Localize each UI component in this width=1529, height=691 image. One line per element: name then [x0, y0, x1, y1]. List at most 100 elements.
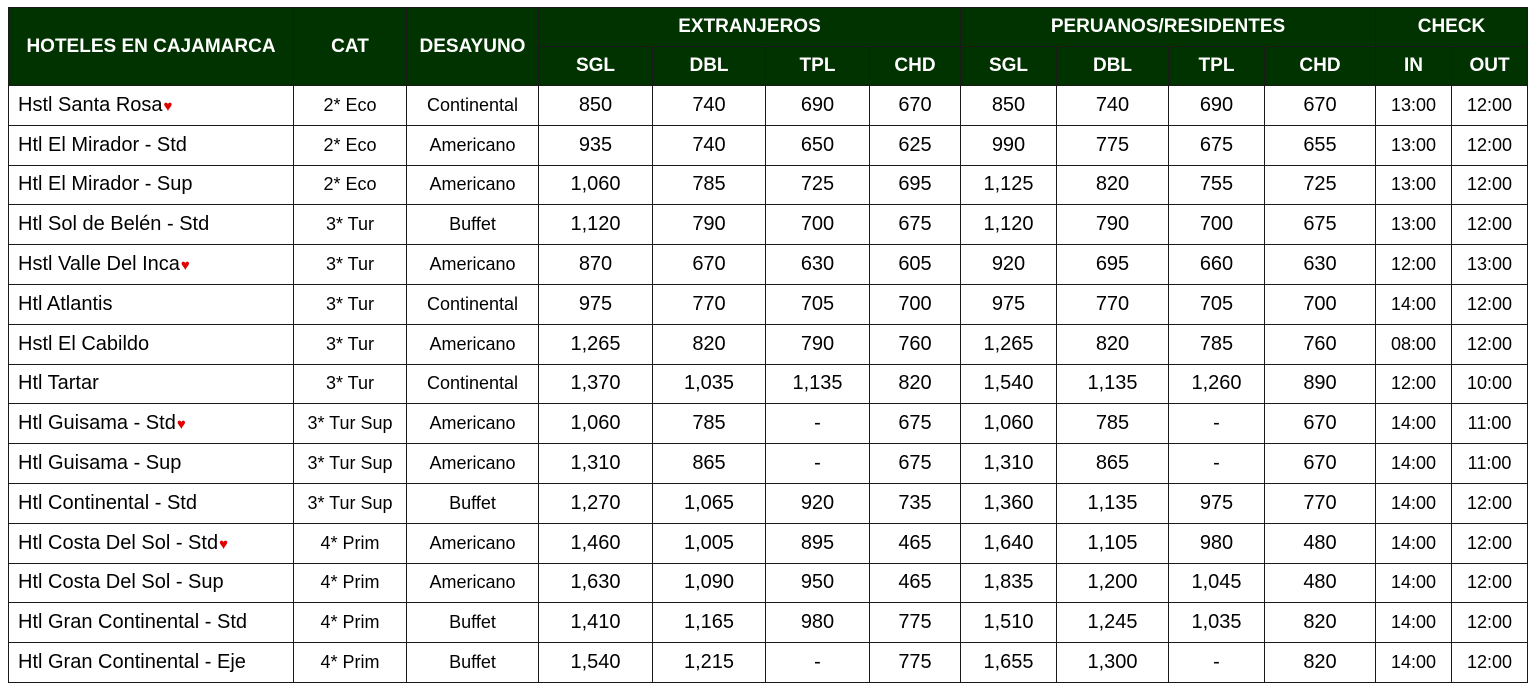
foreign-chd-cell: 625 [869, 124, 961, 166]
category-cell: 4* Prim [293, 562, 407, 604]
check-out-cell-text: 12:00 [1466, 94, 1513, 115]
residents-dbl-cell-text: 1,135 [1087, 491, 1138, 514]
residents-tpl-cell-text: 705 [1199, 292, 1234, 315]
category-cell-text: 3* Tur [325, 333, 375, 354]
foreign-chd-cell-text: 605 [898, 253, 932, 276]
residents-tpl-cell-text: - [1213, 651, 1220, 674]
foreign-dbl-cell: 790 [652, 204, 766, 246]
hotel-name-cell: Hstl Valle Del Inca♥ [8, 244, 294, 285]
header-foreign-tpl: TPL [765, 46, 870, 86]
foreign-chd-cell: 675 [869, 443, 961, 484]
check-in-cell-text: 14:00 [1390, 293, 1437, 314]
hotel-rates-table: HOTELES EN CAJAMARCA CAT DESAYUNO EXTRAN… [8, 7, 1528, 683]
check-in-cell-text: 14:00 [1390, 652, 1437, 673]
residents-dbl-cell: 1,105 [1056, 522, 1169, 564]
check-in-cell: 12:00 [1375, 363, 1452, 405]
category-cell-text: 3* Tur [325, 373, 375, 394]
breakfast-cell-text: Buffet [449, 492, 496, 513]
residents-chd-cell-text: 670 [1303, 412, 1337, 435]
foreign-sgl-cell-text: 1,265 [570, 332, 621, 355]
residents-tpl-cell-text: 980 [1199, 531, 1234, 554]
foreign-sgl-cell: 1,270 [538, 482, 653, 524]
foreign-dbl-cell-text: 670 [692, 253, 726, 276]
check-in-cell-text: 14:00 [1390, 413, 1437, 434]
table-row: Htl Guisama - Sup 3* Tur Sup Americano 1,31… [8, 443, 1528, 484]
hotel-name-cell: Htl Tartar [8, 363, 294, 405]
residents-dbl-cell-text: 820 [1095, 332, 1130, 355]
foreign-dbl-cell: 820 [652, 323, 766, 365]
foreign-dbl-cell: 785 [652, 403, 766, 445]
table-row: Htl Costa Del Sol - Sup 4* Prim Americano 1… [8, 562, 1528, 604]
residents-tpl-cell-text: 690 [1199, 93, 1234, 116]
residents-dbl-cell-text: 785 [1095, 412, 1130, 435]
table-row: Htl Gran Continental - Eje 4* Prim Buffet 1… [8, 642, 1528, 683]
foreign-chd-cell: 675 [869, 204, 961, 246]
header-residents-chd: CHD [1264, 46, 1376, 86]
hotel-name-cell: Hstl Santa Rosa♥ [8, 85, 294, 126]
foreign-tpl-cell-text: - [814, 452, 821, 475]
check-out-cell: 12:00 [1451, 164, 1528, 206]
residents-dbl-cell: 790 [1056, 204, 1169, 246]
residents-chd-cell: 675 [1264, 204, 1376, 246]
category-cell: 3* Tur [293, 244, 407, 285]
check-out-cell: 11:00 [1451, 443, 1528, 484]
check-out-cell-text: 13:00 [1466, 254, 1513, 275]
foreign-chd-cell-text: 820 [898, 372, 932, 395]
category-cell: 3* Tur [293, 363, 407, 405]
category-cell: 3* Tur Sup [293, 482, 407, 524]
check-in-cell: 14:00 [1375, 642, 1452, 683]
breakfast-cell: Americano [406, 124, 539, 166]
residents-chd-cell: 820 [1264, 602, 1376, 644]
residents-chd-cell-text: 675 [1303, 213, 1337, 236]
table-row: Htl Costa Del Sol - Std♥ 4* Prim Americano… [8, 522, 1528, 564]
foreign-dbl-cell: 1,005 [652, 522, 766, 564]
residents-sgl-cell-text: 1,360 [983, 491, 1034, 514]
check-in-cell: 14:00 [1375, 562, 1452, 604]
check-in-cell-text: 12:00 [1390, 254, 1437, 275]
category-cell-text: 4* Prim [320, 572, 380, 593]
foreign-tpl-cell: - [765, 403, 870, 445]
residents-chd-cell-text: 770 [1303, 491, 1337, 514]
category-cell-text: 3* Tur [325, 214, 375, 235]
hotel-name-cell-text: Htl Sol de Belén - Std [18, 213, 210, 236]
foreign-dbl-cell-text: 740 [692, 133, 726, 156]
breakfast-cell-text: Americano [429, 254, 516, 275]
table-row: Hstl Santa Rosa♥ 2* Eco Continental 850 740 6… [8, 85, 1528, 126]
category-cell-text: 4* Prim [320, 532, 380, 553]
check-in-cell: 14:00 [1375, 522, 1452, 564]
breakfast-cell-text: Continental [426, 373, 519, 394]
breakfast-cell-text: Americano [429, 453, 516, 474]
foreign-sgl-cell: 1,410 [538, 602, 653, 644]
foreign-sgl-cell-text: 1,270 [570, 491, 621, 514]
check-out-cell: 12:00 [1451, 204, 1528, 246]
foreign-sgl-cell-text: 870 [578, 253, 613, 276]
check-out-cell: 13:00 [1451, 244, 1528, 285]
residents-sgl-cell: 920 [960, 244, 1057, 285]
foreign-chd-cell: 820 [869, 363, 961, 405]
check-in-cell-text: 14:00 [1390, 453, 1437, 474]
foreign-tpl-cell: 630 [765, 244, 870, 285]
foreign-tpl-cell-text: 1,135 [792, 372, 843, 395]
residents-tpl-cell: 690 [1168, 85, 1265, 126]
category-cell-text: 4* Prim [320, 612, 380, 633]
foreign-sgl-cell: 935 [538, 124, 653, 166]
residents-dbl-cell-text: 775 [1095, 133, 1130, 156]
check-out-cell: 12:00 [1451, 562, 1528, 604]
foreign-dbl-cell-text: 785 [692, 173, 726, 196]
foreign-chd-cell-text: 775 [898, 651, 932, 674]
hotel-name-cell: Htl Guisama - Std♥ [8, 403, 294, 445]
hotel-name-cell: Htl Gran Continental - Eje [8, 642, 294, 683]
foreign-dbl-cell-text: 740 [692, 93, 726, 116]
residents-dbl-cell: 1,245 [1056, 602, 1169, 644]
table-row: Htl Sol de Belén - Std 3* Tur Buffet 1,120 7… [8, 204, 1528, 246]
residents-sgl-cell-text: 1,060 [983, 412, 1034, 435]
residents-sgl-cell-text: 1,125 [983, 173, 1034, 196]
foreign-tpl-cell-text: 980 [800, 611, 835, 634]
residents-tpl-cell: 675 [1168, 124, 1265, 166]
foreign-dbl-cell-text: 1,065 [683, 491, 735, 514]
check-in-cell-text: 14:00 [1390, 612, 1437, 633]
foreign-tpl-cell-text: 630 [800, 253, 835, 276]
check-out-cell: 12:00 [1451, 482, 1528, 524]
hotel-name-cell-text: Htl Costa Del Sol - Std [18, 531, 219, 554]
residents-sgl-cell: 1,125 [960, 164, 1057, 206]
